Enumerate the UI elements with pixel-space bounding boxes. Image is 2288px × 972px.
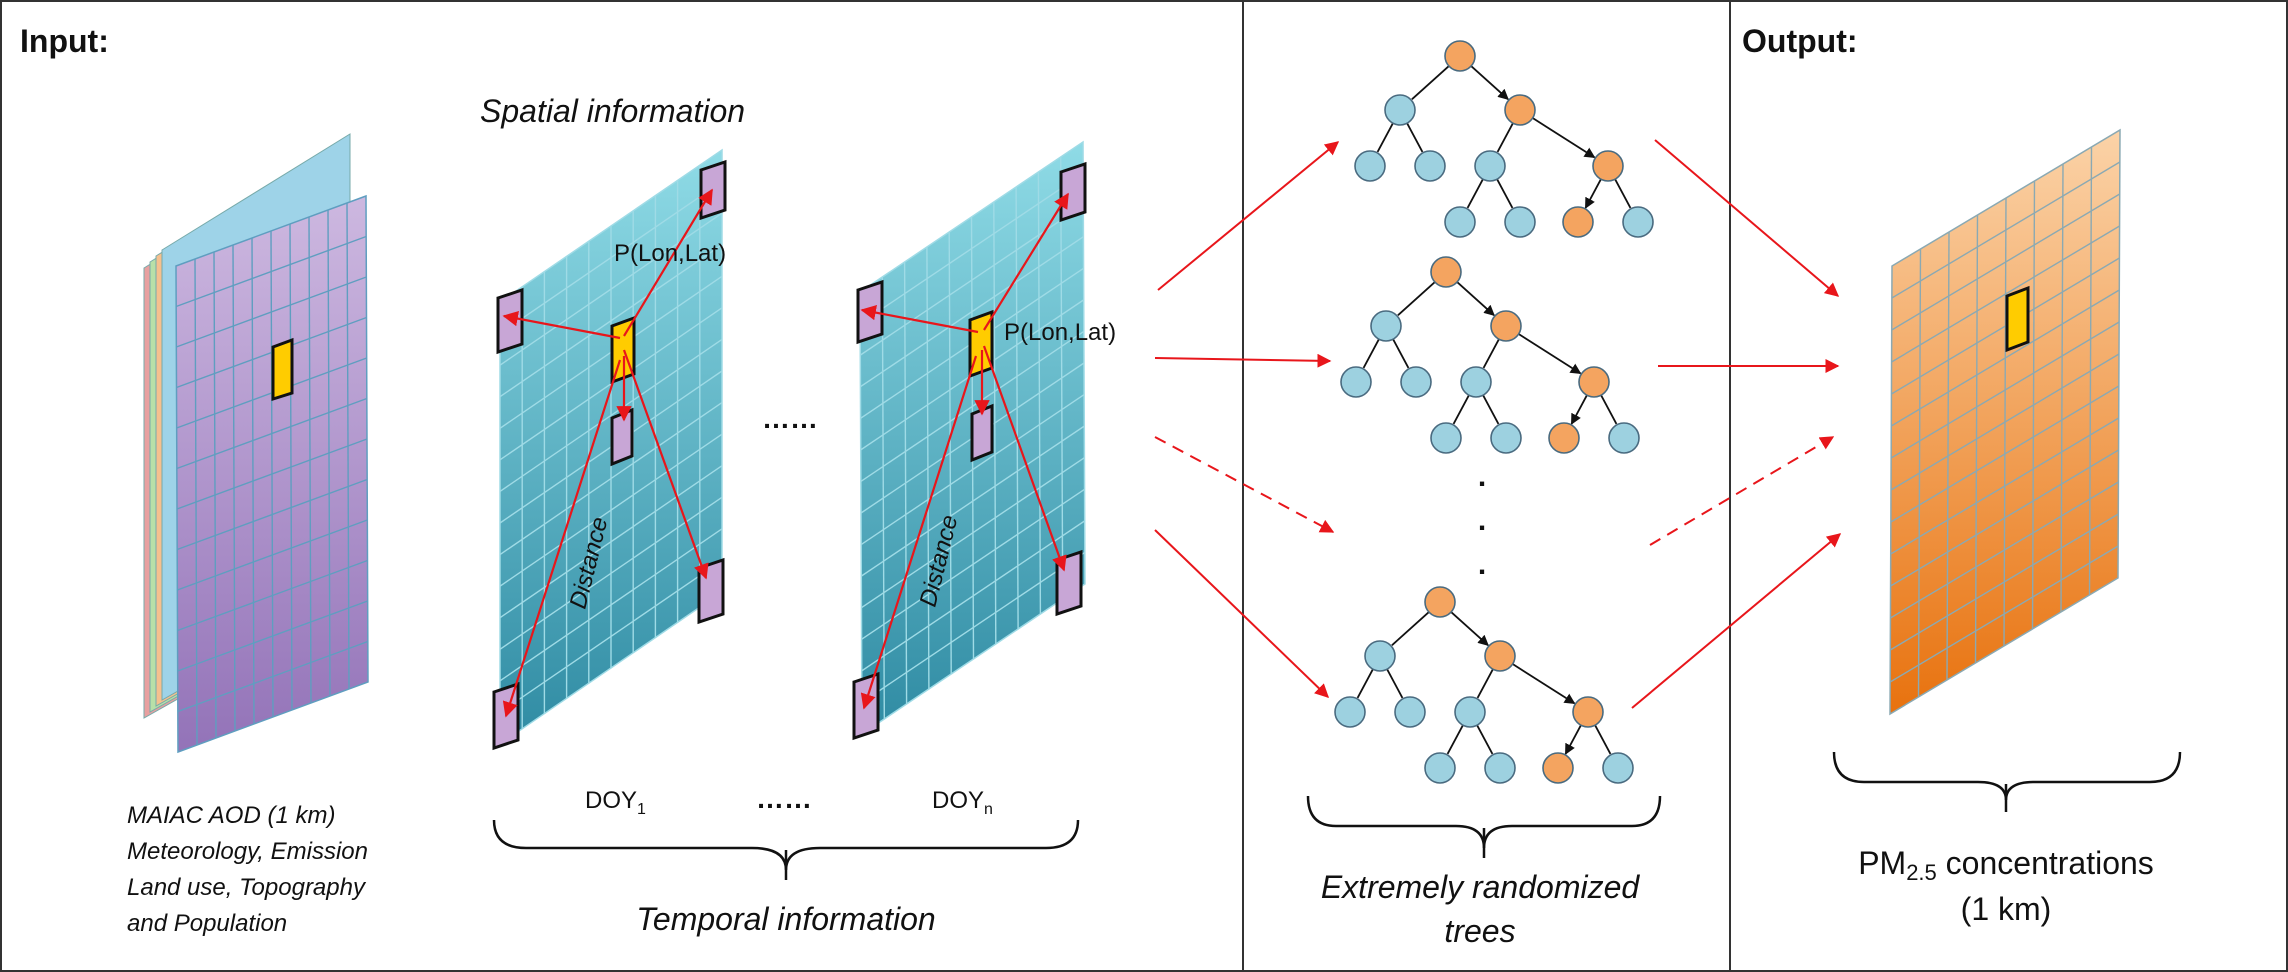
tree-3-node-rll	[1424, 752, 1456, 784]
output-caption-line2: (1 km)	[1961, 891, 2052, 927]
input-variable-2: Meteorology, Emission	[127, 838, 368, 865]
tree-3-node-rr	[1484, 640, 1516, 672]
doy-1-distance-arrow-1	[502, 311, 621, 340]
tree-2-node-rr	[1490, 310, 1522, 342]
tree-1-node-lr	[1414, 150, 1446, 182]
tree-2-node-rrl	[1548, 422, 1580, 454]
tree-1-node-ll	[1354, 150, 1386, 182]
doy-1-below-cell	[610, 407, 634, 467]
point-label-doy-1: P(Lon,Lat)	[614, 240, 726, 267]
extremely-randomized-trees	[1334, 40, 1654, 784]
doy-1-distance-arrow-2	[623, 188, 713, 337]
doy-1-corner-cell-top-right	[699, 159, 727, 221]
tree-2-node-lr	[1400, 366, 1432, 398]
tree-1-node-l	[1384, 94, 1416, 126]
input-variable-3: Land use, Topography	[127, 874, 367, 901]
tree-2-node-ll	[1340, 366, 1372, 398]
decision-tree-2	[1340, 256, 1640, 454]
doy-n-below-cell	[970, 403, 994, 463]
input-variable-1: MAIAC AOD (1 km)	[127, 802, 335, 829]
input-layer-stack	[143, 133, 369, 754]
tree-dot-2: .	[1478, 504, 1486, 537]
decision-tree-1	[1354, 40, 1654, 238]
tree-3-node-rlr	[1484, 752, 1516, 784]
tree-2-node-rl	[1460, 366, 1492, 398]
tree-2-node-r	[1430, 256, 1462, 288]
tree-1-node-rrrr	[1622, 206, 1654, 238]
tree-2-node-rlr	[1490, 422, 1522, 454]
tree-3-node-l	[1364, 640, 1396, 672]
tree-2-node-rrrr	[1608, 422, 1640, 454]
tree-1-node-rr	[1504, 94, 1536, 126]
tree-3-node-ll	[1334, 696, 1366, 728]
tree-2-node-l	[1370, 310, 1402, 342]
trees-caption-line1: Extremely randomized	[1321, 869, 1641, 905]
spatial-information-label: Spatial information	[480, 93, 745, 129]
input-variable-4: and Population	[127, 910, 287, 937]
doy-n-corner-cell-top-right	[1059, 161, 1087, 223]
doy-first-label: DOY1	[585, 787, 646, 818]
doy-n-distance-arrow-1	[860, 305, 979, 334]
tree-1-node-rlr	[1504, 206, 1536, 238]
tree-1-node-rrr	[1592, 150, 1624, 182]
output-title: Output:	[1742, 23, 1858, 59]
tree-3-node-rrr	[1572, 696, 1604, 728]
output-caption-line1: PM2.5 concentrations	[1858, 845, 2154, 885]
tree-3-node-rrl	[1542, 752, 1574, 784]
temporal-information-label: Temporal information	[636, 901, 935, 937]
spatial-grid-doy-n	[852, 140, 1087, 741]
tree-2-node-rrr	[1578, 366, 1610, 398]
tree-1-node-r	[1444, 40, 1476, 72]
tree-2-node-rll	[1430, 422, 1462, 454]
input-to-trees-arrows	[1154, 141, 1340, 698]
output-highlight-cell	[2005, 285, 2030, 353]
tree-1-node-rll	[1444, 206, 1476, 238]
tree-1-node-rl	[1474, 150, 1506, 182]
tree-3-node-rrrr	[1602, 752, 1634, 784]
doy-n-distance-arrow-2	[983, 192, 1069, 331]
tree-1-node-rrl	[1562, 206, 1594, 238]
input-title: Input:	[20, 23, 109, 59]
doy-1-corner-cell-top-left	[496, 287, 524, 355]
doy-n-distance-arrow-4	[982, 345, 1067, 572]
decision-tree-3	[1334, 586, 1634, 784]
ellipsis-between-doy: ……	[756, 783, 812, 814]
tree-3-node-rl	[1454, 696, 1486, 728]
doy-1-distance-arrow-4	[622, 349, 709, 580]
trees-to-output-arrows	[1631, 139, 1842, 709]
doy-1-distance-arrow-5	[502, 359, 622, 718]
doy-n-bottom-left-cell	[852, 671, 880, 741]
input-highlight-cell	[271, 337, 294, 402]
doy-last-label: DOYn	[932, 787, 993, 818]
output-pm25-grid	[1889, 128, 2121, 716]
tree-3-node-r	[1424, 586, 1456, 618]
tree-dot-3: .	[1478, 548, 1486, 581]
spatial-grid-doy-1	[492, 148, 727, 751]
doy-n-distance-arrow-5	[860, 355, 978, 710]
tree-dot-1: .	[1478, 460, 1486, 493]
point-label-doy-n: P(Lon,Lat)	[1004, 319, 1116, 346]
trees-caption-line2: trees	[1444, 913, 1515, 949]
ellipsis-between-grids: ……	[762, 403, 818, 434]
tree-3-node-lr	[1394, 696, 1426, 728]
